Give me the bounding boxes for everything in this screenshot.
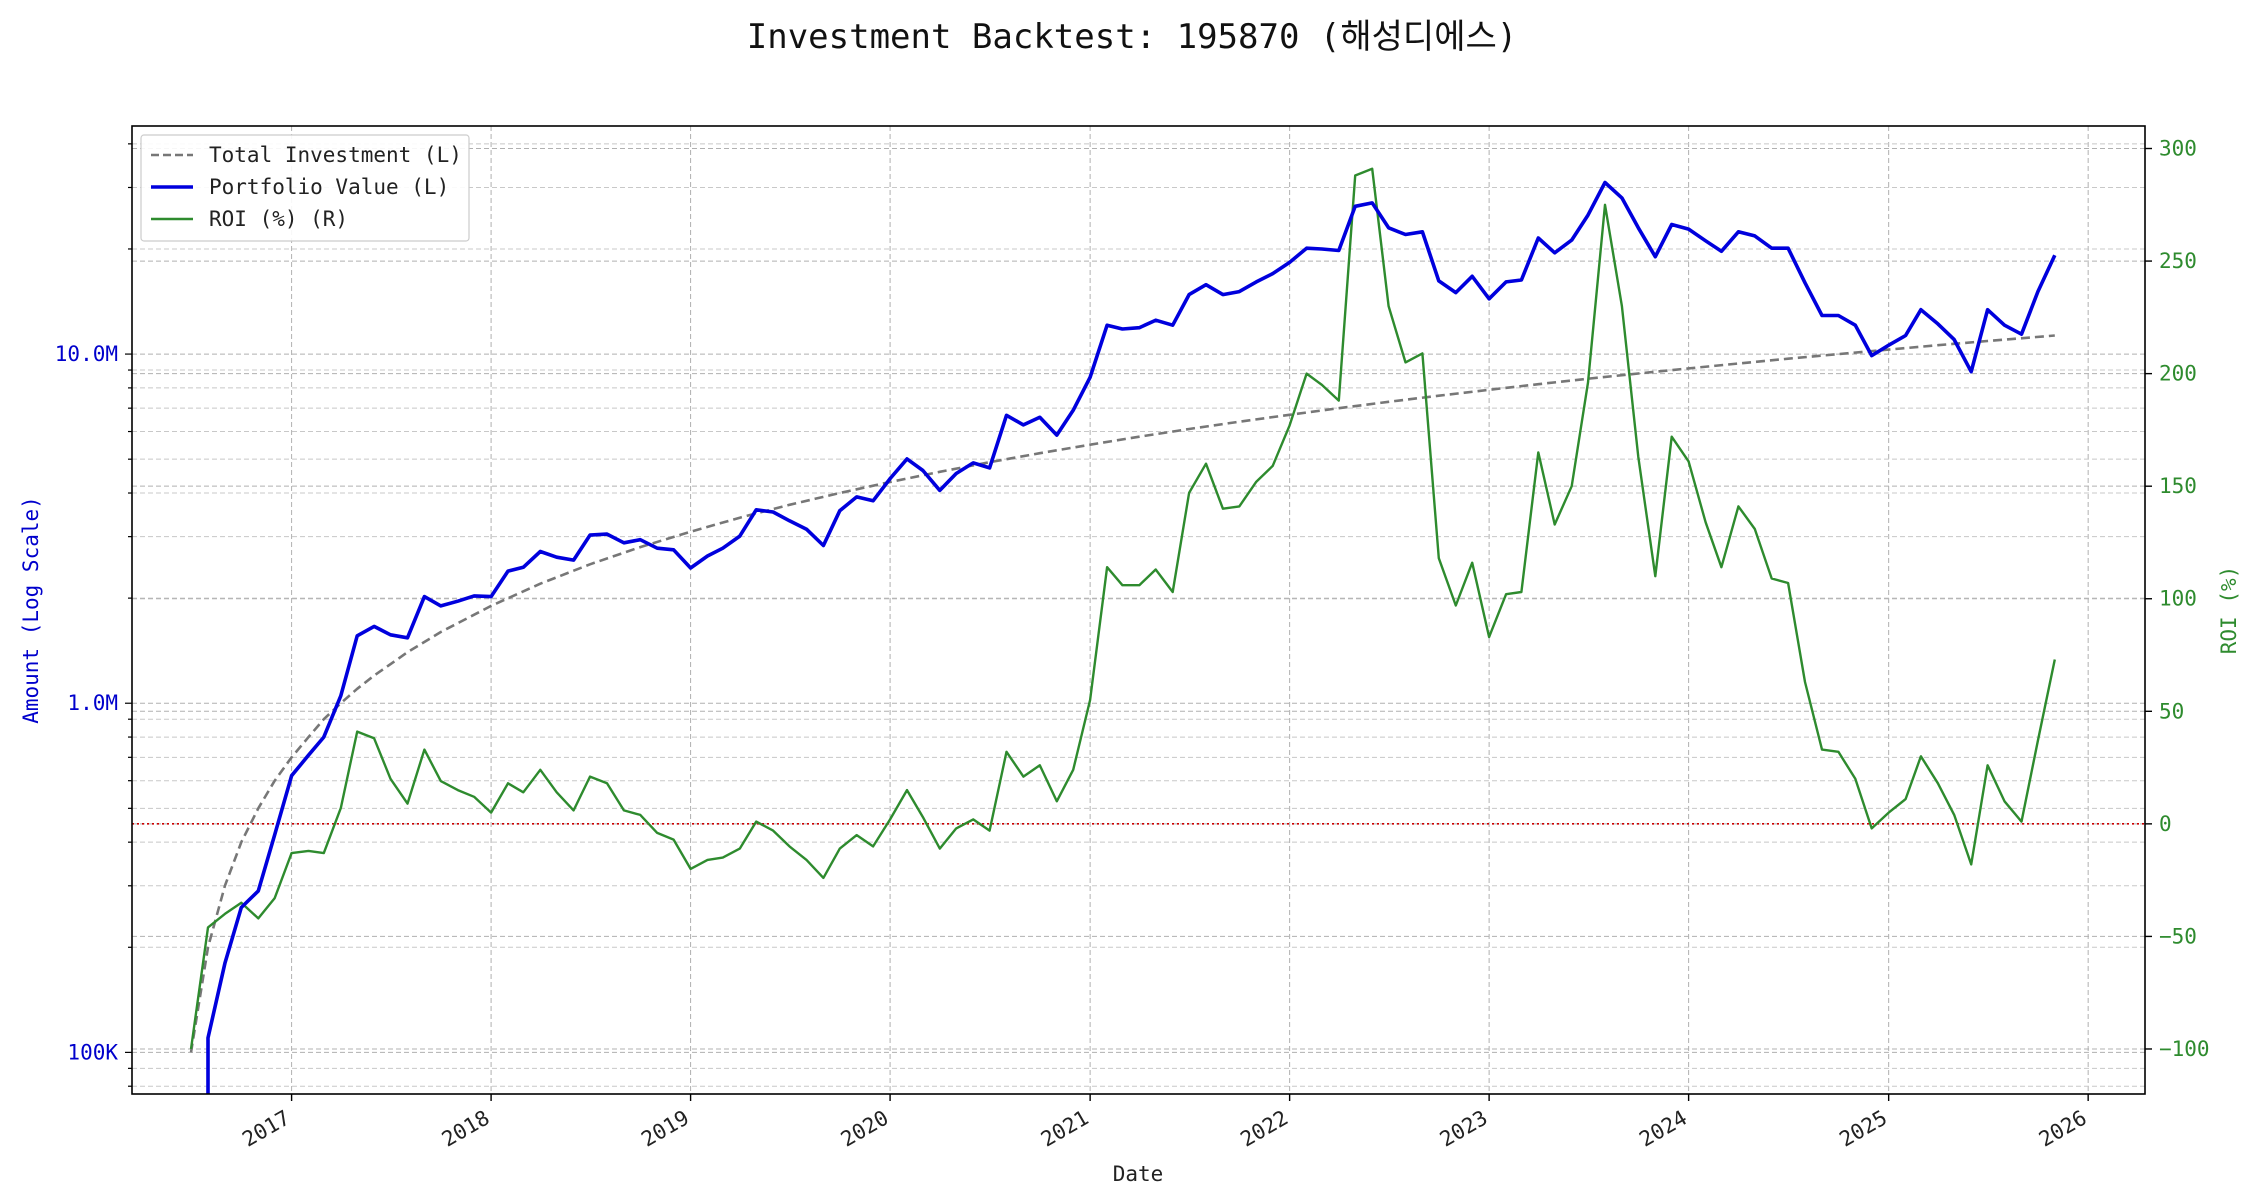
y-left-tick-label: 100K bbox=[67, 1040, 118, 1064]
chart-title: Investment Backtest: 195870 (해성디에스) bbox=[747, 17, 1518, 57]
series-layer bbox=[189, 167, 2057, 1094]
y-right-tick-label: −100 bbox=[2159, 1037, 2210, 1061]
y-left-tick-label: 1.0M bbox=[67, 691, 118, 715]
y-right-tick-label: 250 bbox=[2159, 249, 2197, 273]
y-left-tick-label: 10.0M bbox=[55, 342, 118, 366]
x-tick-label: 2017 bbox=[238, 1106, 294, 1152]
y-right-tick-label: 100 bbox=[2159, 587, 2197, 611]
x-tick-label: 2020 bbox=[837, 1106, 893, 1152]
x-tick-label: 2019 bbox=[637, 1106, 693, 1152]
x-axis-label: Date bbox=[1113, 1162, 1164, 1186]
y-right-tick-label: −50 bbox=[2159, 924, 2197, 948]
x-tick-label: 2021 bbox=[1037, 1106, 1093, 1152]
legend-label-total-investment: Total Investment (L) bbox=[209, 143, 462, 167]
total-investment-line bbox=[189, 334, 2055, 1053]
y-right-tick-label: 200 bbox=[2159, 362, 2197, 386]
y-axis-label-left: Amount (Log Scale) bbox=[19, 496, 43, 724]
legend-label-roi: ROI (%) (R) bbox=[209, 207, 348, 231]
x-tick-label: 2018 bbox=[438, 1106, 494, 1152]
x-tick-label: 2025 bbox=[1835, 1106, 1891, 1152]
portfolio-value-line bbox=[206, 180, 2057, 1094]
y-right-tick-label: 0 bbox=[2159, 812, 2172, 836]
legend-box bbox=[140, 134, 470, 242]
roi-line bbox=[189, 167, 2056, 1050]
legend-label-portfolio-value: Portfolio Value (L) bbox=[209, 175, 449, 199]
x-tick-label: 2023 bbox=[1436, 1106, 1492, 1152]
x-tick-label: 2022 bbox=[1236, 1106, 1292, 1152]
x-tick-label: 2026 bbox=[2035, 1106, 2091, 1152]
y-right-tick-label: 150 bbox=[2159, 474, 2197, 498]
plot-frame bbox=[131, 125, 2146, 1095]
y-right-tick-label: 50 bbox=[2159, 699, 2184, 723]
y-axis-label-right: ROI (%) bbox=[2217, 566, 2241, 655]
legend: Total Investment (L) Portfolio Value (L)… bbox=[140, 134, 470, 242]
x-tick-label: 2024 bbox=[1635, 1106, 1691, 1152]
y-right-tick-label: 300 bbox=[2159, 137, 2197, 161]
ticks-layer: 2017 2018 2019 2020 2021 2022 2023 2024 2025 2026… bbox=[55, 137, 2210, 1152]
grid-layer bbox=[132, 126, 2145, 1094]
